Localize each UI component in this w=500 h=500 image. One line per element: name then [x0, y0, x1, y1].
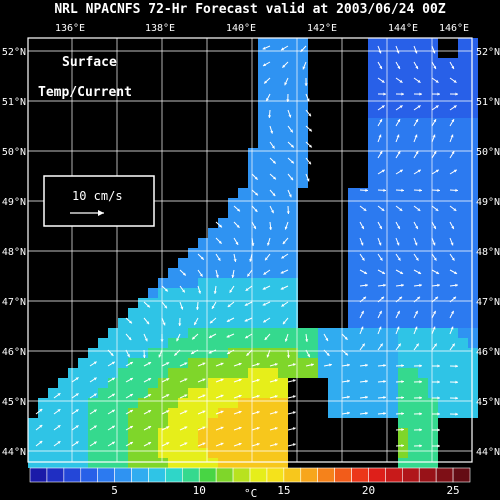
lat-label-left: 52°N: [2, 47, 26, 58]
panel-label-surface: Surface: [62, 55, 117, 70]
colorbar-swatch: [97, 467, 115, 483]
vector-scale-arrow-icon: [98, 210, 104, 216]
colorbar-tick: 5: [111, 484, 118, 497]
colorbar-swatch: [182, 467, 200, 483]
temperature-colorbar: [29, 467, 471, 483]
colorbar-swatch: [114, 467, 132, 483]
colorbar-swatch: [165, 467, 183, 483]
lat-label-left: 50°N: [2, 147, 26, 158]
colorbar-swatch: [402, 467, 420, 483]
lat-label-left: 49°N: [2, 197, 26, 208]
colorbar-swatch: [385, 467, 403, 483]
lat-label-right: 45°N: [476, 397, 500, 408]
lat-label-right: 50°N: [476, 147, 500, 158]
lat-label-left: 45°N: [2, 397, 26, 408]
lat-lon-grid: [28, 38, 472, 462]
lat-label-right: 48°N: [476, 247, 500, 258]
lat-label-right: 52°N: [476, 47, 500, 58]
colorbar-swatch: [198, 467, 217, 483]
colorbar-swatch: [215, 467, 234, 483]
colorbar-swatch: [266, 467, 285, 483]
lon-label: 138°E: [145, 23, 175, 34]
current-vectors: [35, 45, 459, 448]
lat-label-right: 44°N: [476, 447, 500, 458]
lat-label-left: 47°N: [2, 297, 26, 308]
lat-label-left: 46°N: [2, 347, 26, 358]
colorbar-swatch: [249, 467, 268, 483]
lat-label-right: 47°N: [476, 297, 500, 308]
colorbar-tick: 20: [362, 484, 375, 497]
colorbar-swatch: [452, 467, 471, 483]
lon-label: 144°E: [388, 23, 418, 34]
colorbar-swatch: [351, 467, 369, 483]
latitude-labels-right: 52°N 51°N 50°N 49°N 48°N 47°N 46°N 45°N 44°N: [476, 47, 500, 458]
panel-label-temp-current: Temp/Current: [38, 85, 132, 100]
lat-label-left: 44°N: [2, 447, 26, 458]
colorbar-unit-label: °C: [244, 487, 257, 500]
colorbar-swatch: [334, 467, 352, 483]
colorbar-swatch: [46, 467, 65, 483]
lon-label: 142°E: [307, 23, 337, 34]
latitude-labels-left: 52°N 51°N 50°N 49°N 48°N 47°N 46°N 45°N 44°N: [2, 47, 26, 458]
temperature-field: [28, 38, 478, 468]
lon-label: 146°E: [439, 23, 469, 34]
map-title: NRL NPACNFS 72-Hr Forecast valid at 2003…: [54, 2, 446, 17]
lat-label-left: 51°N: [2, 97, 26, 108]
lat-label-left: 48°N: [2, 247, 26, 258]
colorbar-tick: 10: [193, 484, 206, 497]
lat-label-right: 46°N: [476, 347, 500, 358]
colorbar-tick: 25: [446, 484, 459, 497]
lon-label: 140°E: [226, 23, 256, 34]
colorbar-swatch: [435, 467, 454, 483]
colorbar-swatch: [148, 467, 166, 483]
colorbar-swatch: [418, 467, 437, 483]
lat-label-right: 49°N: [476, 197, 500, 208]
colorbar-swatch: [300, 467, 318, 483]
colorbar-swatch: [63, 467, 82, 483]
colorbar-tick: 15: [277, 484, 290, 497]
map-frame: [27, 37, 473, 463]
colorbar-swatch: [29, 467, 48, 483]
vector-scale-label: 10 cm/s: [72, 189, 123, 203]
colorbar-swatch: [232, 467, 251, 483]
colorbar-swatch: [317, 467, 335, 483]
colorbar-tick-labels: 5 10 15 20 25: [111, 484, 459, 497]
colorbar-swatch: [368, 467, 386, 483]
vector-scale-legend: 10 cm/s: [43, 175, 155, 227]
lat-label-right: 51°N: [476, 97, 500, 108]
lon-label: 136°E: [55, 23, 85, 34]
longitude-labels: 136°E 138°E 140°E 142°E 144°E 146°E: [55, 23, 469, 34]
colorbar-swatch: [283, 467, 302, 483]
colorbar-swatch: [80, 467, 98, 483]
colorbar-swatch: [131, 467, 149, 483]
